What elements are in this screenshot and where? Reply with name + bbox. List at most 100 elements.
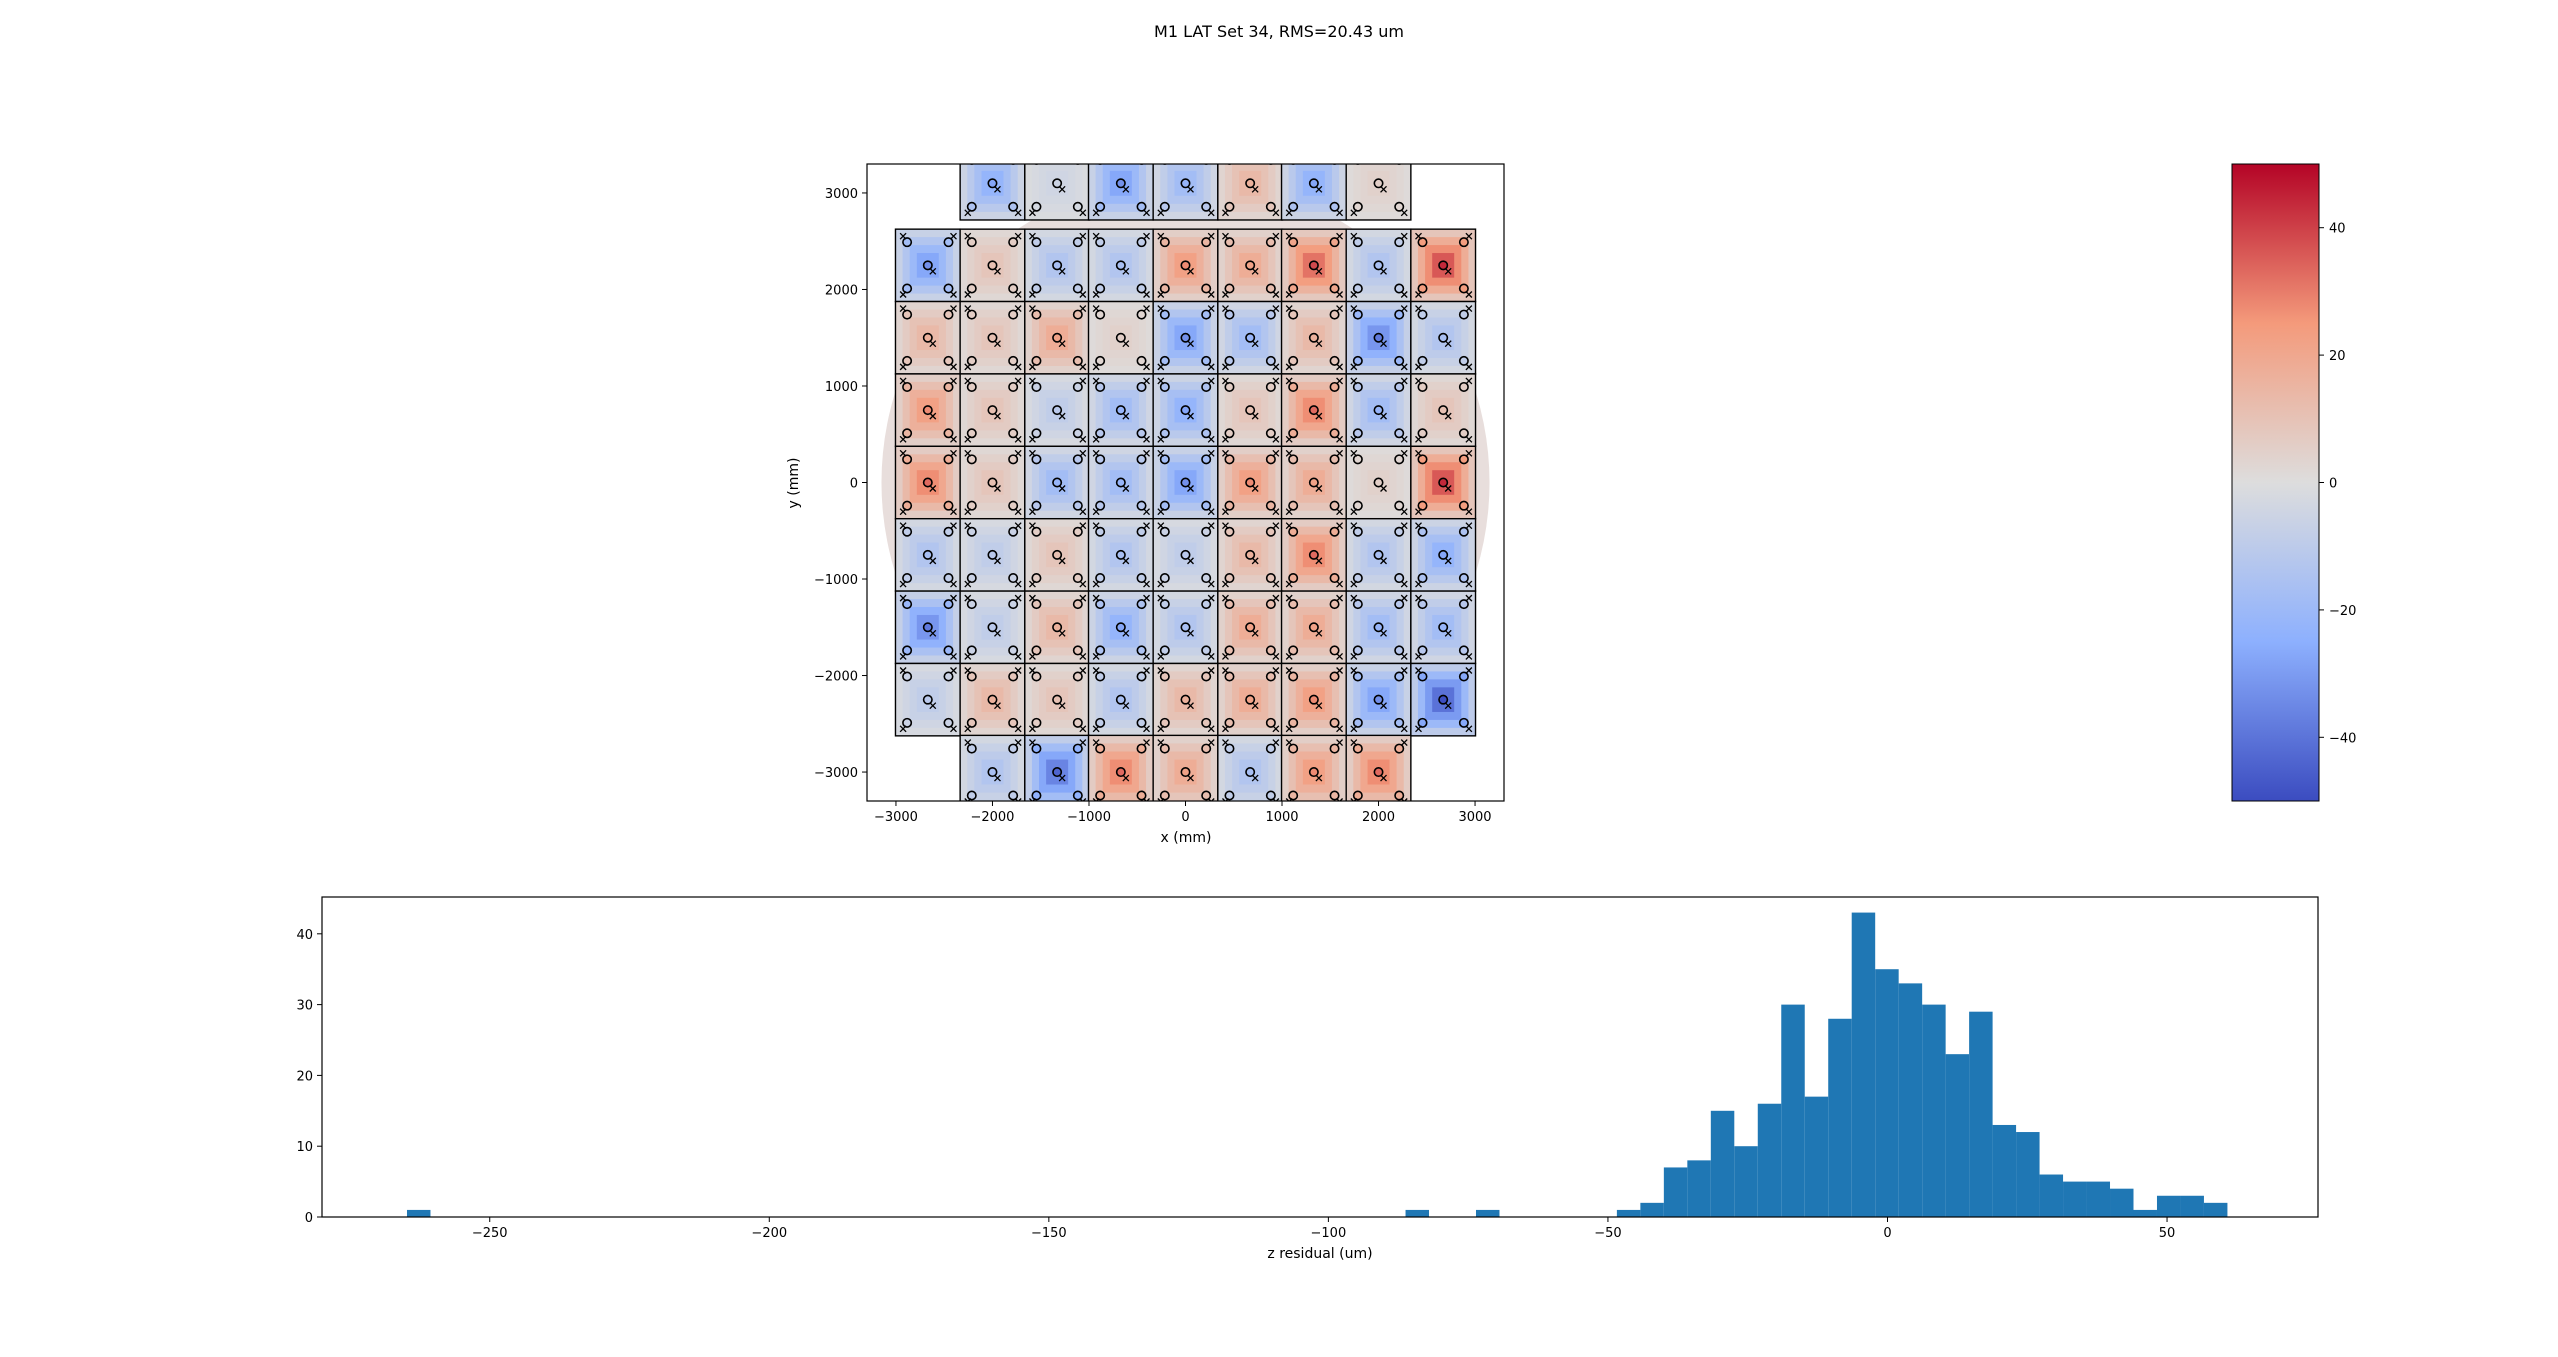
histogram-x-tick-label: 50: [2159, 1226, 2176, 1241]
nominal-point-x: [1058, 340, 1066, 348]
adjuster-marker: [987, 549, 1001, 565]
measured-point: [1329, 573, 1340, 584]
nominal-point-x: [1400, 209, 1408, 217]
adjuster-marker: [1394, 594, 1408, 610]
adjuster-marker: [1092, 355, 1106, 371]
measured-point: [1288, 573, 1299, 584]
adjuster-marker: [964, 449, 977, 465]
histogram-x-tick-label: −150: [1031, 1226, 1067, 1241]
nominal-point-x: [1014, 522, 1022, 530]
adjuster-marker: [1350, 522, 1363, 537]
colorbar-tick-label: 0: [2329, 477, 2337, 492]
adjuster-marker: [1072, 522, 1087, 537]
measured-point: [1008, 599, 1019, 610]
adjuster-marker: [1438, 405, 1452, 420]
adjuster-marker: [1092, 428, 1106, 443]
adjuster-marker: [1222, 355, 1235, 371]
adjuster-marker: [1329, 739, 1344, 754]
adjuster-marker: [1201, 283, 1215, 298]
nominal-point-x: [1272, 652, 1280, 660]
mirror-panel: [1345, 228, 1412, 303]
adjuster-marker: [1415, 377, 1428, 392]
nominal-point-x: [1465, 449, 1473, 457]
nominal-point-x: [929, 557, 937, 565]
measured-point: [1265, 283, 1276, 294]
adjuster-marker: [1458, 573, 1473, 588]
measured-point: [1352, 283, 1363, 294]
measured-point: [1458, 599, 1469, 610]
map-y-ticks: −3000 −2000 −1000 0 1000 2000 3000: [814, 187, 867, 781]
adjuster-marker: [1373, 622, 1387, 637]
nominal-point-x: [1380, 629, 1387, 637]
nominal-point-x: [1251, 629, 1259, 637]
adjuster-marker: [1265, 283, 1280, 298]
nominal-point-x: [1380, 774, 1387, 782]
measured-point: [1355, 164, 1361, 165]
measured-point: [943, 237, 954, 248]
adjuster-marker: [1092, 522, 1106, 537]
nominal-point-x: [1285, 377, 1293, 385]
measured-point: [902, 381, 913, 392]
adjuster-marker: [1415, 645, 1428, 660]
measured-point: [1008, 283, 1019, 294]
adjuster-marker: [1373, 405, 1387, 420]
measured-point: [1329, 381, 1340, 392]
nominal-point-x: [1222, 798, 1229, 801]
nominal-point-x: [1058, 485, 1066, 492]
nominal-point-x: [1079, 449, 1087, 457]
adjuster-marker: [1329, 283, 1344, 298]
adjuster-marker: [964, 667, 977, 682]
adjuster-marker: [1265, 667, 1280, 682]
measured-point: [1352, 743, 1363, 754]
nominal-point-x: [1122, 185, 1130, 193]
measured-point: [902, 283, 913, 294]
histogram-bar: [406, 1209, 431, 1217]
adjuster-marker: [1415, 449, 1428, 465]
nominal-point-x: [899, 652, 907, 660]
measured-point: [987, 477, 998, 488]
measured-point: [1438, 405, 1449, 416]
nominal-point-x: [1058, 629, 1066, 637]
nominal-point-x: [964, 667, 972, 674]
measured-point: [987, 767, 998, 778]
nominal-point-x: [1028, 725, 1036, 733]
adjuster-marker: [1008, 283, 1022, 298]
nominal-point-x: [1157, 594, 1165, 602]
nominal-point-x: [1028, 667, 1036, 674]
nominal-point-x: [1400, 725, 1408, 733]
adjuster-marker: [964, 201, 977, 217]
adjuster-marker: [922, 405, 937, 420]
nominal-point-x: [1350, 232, 1358, 240]
map-y-tick-label: 0: [850, 477, 858, 492]
adjuster-marker: [1136, 717, 1150, 733]
mirror-panel: [1152, 590, 1219, 665]
panel-border: [1345, 164, 1412, 221]
adjuster-marker: [1008, 594, 1022, 610]
adjuster-marker: [1458, 283, 1473, 298]
measured-point: [1458, 526, 1469, 537]
adjuster-marker: [1373, 178, 1387, 193]
measured-point: [1394, 237, 1405, 248]
mirror-panel: [959, 373, 1026, 448]
measured-point: [1052, 767, 1063, 778]
adjuster-marker: [1355, 164, 1361, 165]
adjuster-marker: [1438, 477, 1452, 492]
nominal-point-x: [1122, 557, 1130, 565]
nominal-point-x: [964, 449, 972, 457]
adjuster-marker: [1222, 645, 1235, 660]
adjuster-marker: [1222, 283, 1235, 298]
mirror-panel: [1152, 164, 1219, 221]
measured-point: [1417, 573, 1428, 584]
mirror-panel: [1345, 373, 1412, 448]
measured-point: [1095, 500, 1106, 511]
nominal-point-x: [1092, 667, 1100, 674]
adjuster-marker: [1394, 232, 1408, 248]
measured-point: [1159, 645, 1170, 656]
nominal-point-x: [1143, 594, 1150, 602]
nominal-point-x: [1122, 629, 1130, 637]
nominal-point-x: [1415, 725, 1422, 733]
adjuster-marker: [1072, 667, 1087, 682]
adjuster-marker: [1157, 201, 1170, 217]
nominal-point-x: [1380, 702, 1387, 710]
histogram-bar: [1734, 1146, 1758, 1217]
